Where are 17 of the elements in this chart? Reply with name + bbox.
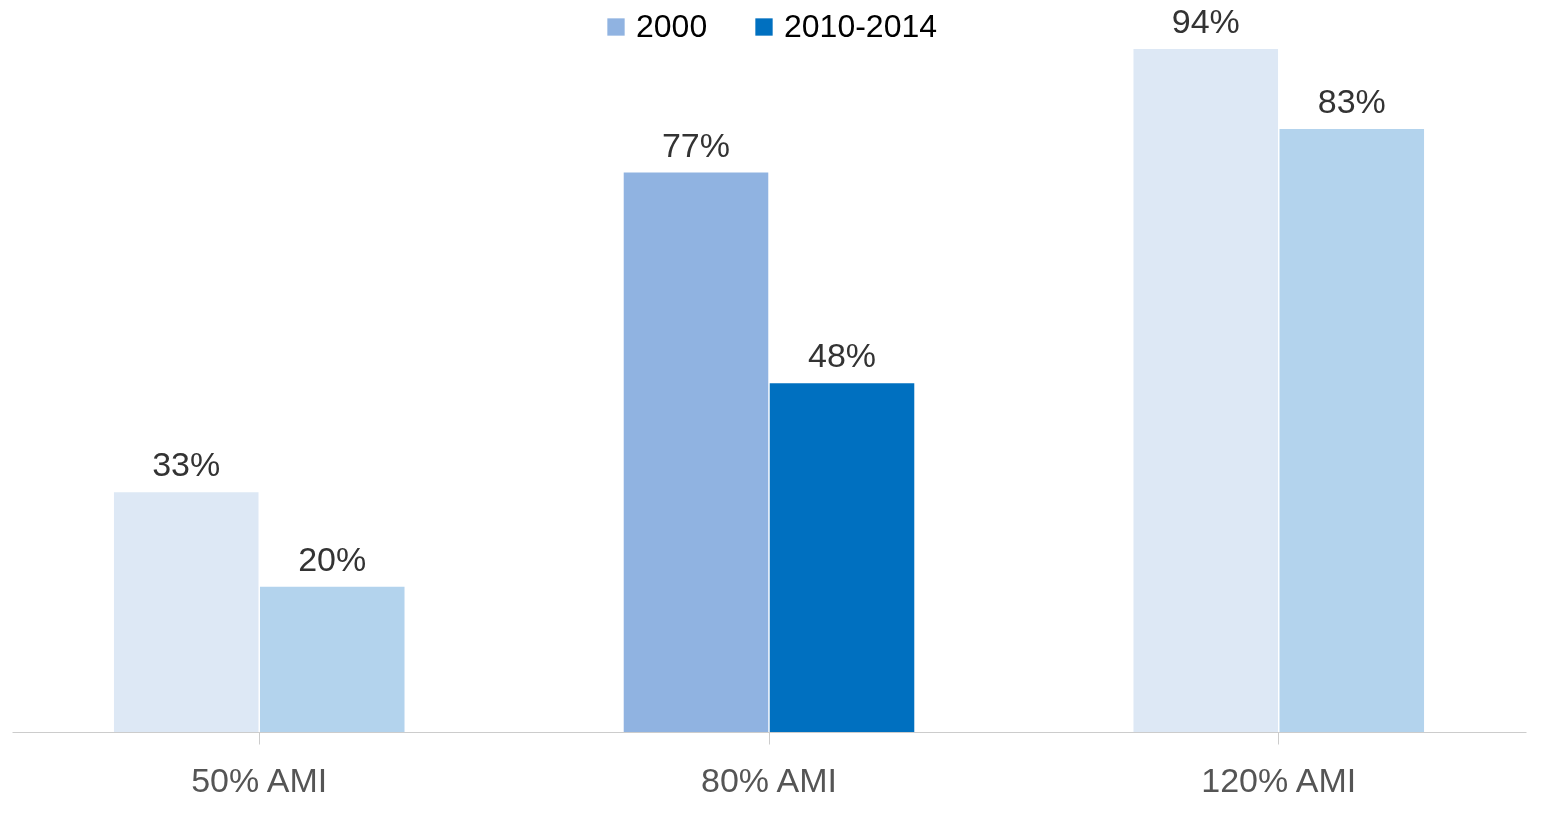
bar xyxy=(623,172,769,732)
x-tick-label: 80% AMI xyxy=(700,760,838,799)
data-label: 33% xyxy=(152,445,221,484)
data-label: 48% xyxy=(807,336,877,375)
data-label: 77% xyxy=(661,125,731,164)
legend-label: 2000 xyxy=(636,8,708,44)
x-tick-label: 50% AMI xyxy=(191,760,328,799)
legend-label: 2010-2014 xyxy=(784,8,938,44)
data-label: 20% xyxy=(298,539,367,578)
bar xyxy=(769,383,915,732)
data-label: 83% xyxy=(1317,81,1386,120)
bar xyxy=(1133,49,1279,732)
bar xyxy=(113,492,259,732)
data-label: 94% xyxy=(1171,2,1240,40)
bar xyxy=(1279,128,1425,732)
bar xyxy=(259,586,405,732)
x-tick-label: 120% AMI xyxy=(1201,760,1357,799)
